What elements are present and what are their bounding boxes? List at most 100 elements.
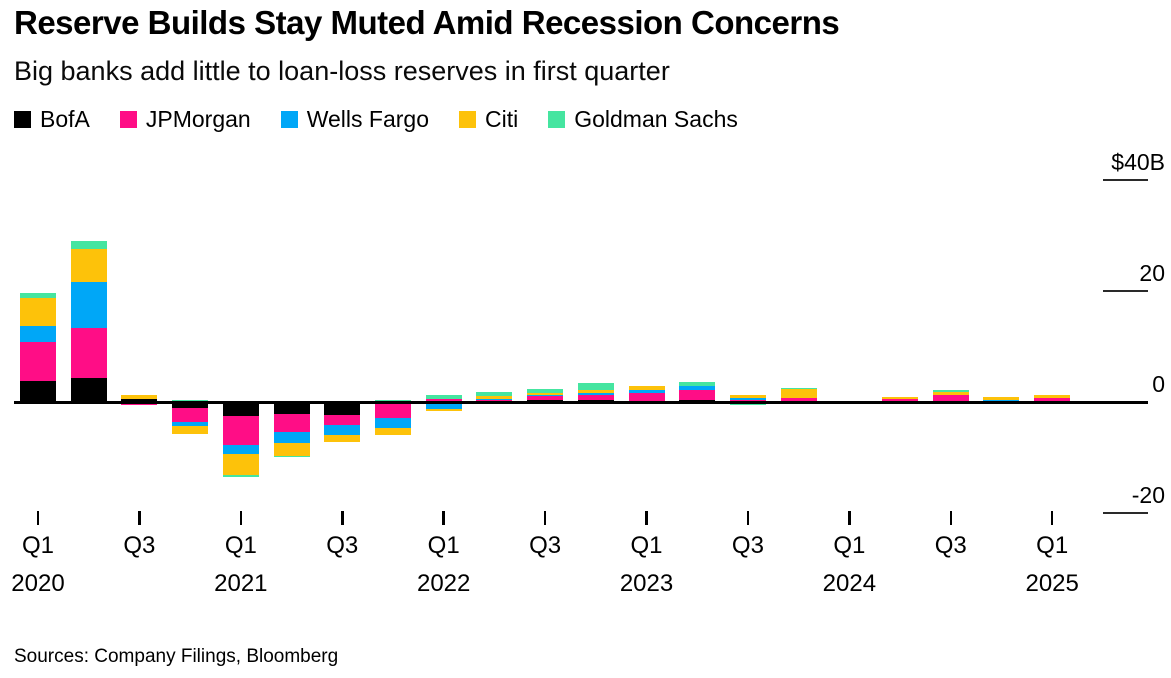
x-axis-tick — [442, 511, 445, 525]
y-gridline — [1103, 179, 1148, 181]
bar-segment-jpmorgan — [628, 393, 665, 402]
x-axis-label: Q3 — [529, 532, 562, 559]
bar-segment-bofa — [324, 402, 361, 416]
x-axis-tick — [36, 511, 40, 525]
legend-item-goldman-sachs: Goldman Sachs — [548, 106, 738, 133]
bar-segment-wells-fargo — [70, 281, 107, 329]
bar-segment-jpmorgan — [679, 390, 716, 401]
bar-segment-jpmorgan — [374, 402, 411, 419]
bar-segment-goldman-sachs — [780, 387, 817, 390]
x-axis-label: Q1 — [427, 532, 460, 559]
y-gridline — [1103, 290, 1148, 292]
bar-segment-wells-fargo — [273, 431, 310, 443]
bar-segment-goldman-sachs — [222, 474, 259, 477]
bar-segment-wells-fargo — [20, 325, 56, 343]
bar-segment-bofa — [273, 402, 310, 415]
y-axis-label: 20 — [1139, 260, 1165, 286]
x-axis-line — [14, 401, 1148, 404]
bar-segment-wells-fargo — [628, 390, 665, 394]
x-axis-tick — [341, 511, 344, 525]
bar-segment-jpmorgan — [121, 402, 158, 406]
x-axis-tick — [138, 511, 141, 525]
bar-segment-bofa — [121, 398, 158, 402]
bar-segment-goldman-sachs — [577, 382, 614, 390]
x-axis-label: Q1 — [1036, 532, 1069, 559]
bar-segment-jpmorgan — [172, 408, 209, 422]
legend-item-jpmorgan: JPMorgan — [119, 106, 251, 133]
legend-label: JPMorgan — [145, 106, 251, 132]
bar-segment-goldman-sachs — [729, 402, 766, 406]
bar-segment-jpmorgan — [324, 415, 361, 426]
bar-segment-wells-fargo — [222, 444, 259, 454]
chart-subtitle: Big banks add little to loan-loss reserv… — [14, 56, 670, 86]
x-axis-label: Q3 — [731, 532, 764, 559]
x-axis-label: Q3 — [326, 532, 359, 559]
bar-segment-wells-fargo — [425, 402, 462, 410]
source-note: Sources: Company Filings, Bloomberg — [14, 646, 339, 667]
bar-segment-bofa — [70, 377, 107, 402]
bar-segment-jpmorgan — [932, 394, 969, 402]
bar-segment-citi — [780, 389, 817, 399]
legend-item-citi: Citi — [458, 106, 518, 133]
page-title: Reserve Builds Stay Muted Amid Recession… — [14, 4, 840, 41]
bar-segment-jpmorgan — [273, 414, 310, 432]
y-gridline — [1103, 512, 1148, 514]
bar-segment-goldman-sachs — [425, 395, 462, 399]
bar-segment-wells-fargo — [527, 394, 564, 397]
bar-segment-citi — [983, 397, 1020, 400]
x-axis-label: Q1 — [21, 532, 54, 559]
x-axis-tick — [746, 511, 750, 525]
y-axis-label: $40B — [1111, 149, 1165, 175]
legend-swatch-icon — [548, 111, 566, 128]
bar-segment-citi — [20, 298, 56, 326]
bar-segment-wells-fargo — [476, 398, 513, 401]
bar-segment-citi — [222, 453, 259, 475]
x-axis-year-label: 2021 — [214, 570, 268, 597]
x-axis-tick — [645, 511, 648, 525]
bar-segment-jpmorgan — [729, 399, 766, 401]
legend-label: BofA — [40, 106, 90, 132]
bar-segment-citi — [729, 394, 766, 398]
bar-segment-jpmorgan — [577, 394, 614, 401]
legend-label: Wells Fargo — [306, 106, 429, 132]
legend-item-bofa: BofA — [14, 106, 90, 133]
bar-segment-wells-fargo — [983, 399, 1020, 401]
legend-swatch-icon — [458, 111, 476, 128]
bar-segment-citi — [932, 391, 969, 395]
bar-segment-citi — [121, 395, 158, 399]
bar-segment-citi — [172, 426, 209, 435]
bar-segment-wells-fargo — [374, 418, 411, 428]
x-axis-year-label: 2020 — [11, 570, 65, 597]
x-axis-year-label: 2024 — [822, 570, 877, 597]
x-axis-tick — [949, 511, 953, 525]
legend: BofA JPMorgan Wells Fargo Citi Goldman Sachs — [14, 106, 738, 133]
bar-segment-jpmorgan — [882, 398, 919, 402]
bar-segment-jpmorgan — [222, 415, 259, 445]
bar-segment-jpmorgan — [780, 398, 817, 402]
x-axis-year-label: 2025 — [1025, 570, 1079, 597]
legend-swatch-icon — [280, 111, 298, 128]
legend-swatch-icon — [14, 111, 31, 128]
bar-segment-citi — [70, 249, 107, 282]
bar-segment-citi — [882, 396, 919, 399]
x-axis-tick — [848, 511, 851, 525]
bar-segment-goldman-sachs — [20, 292, 56, 299]
x-axis-label: Q1 — [224, 532, 257, 559]
bar-segment-goldman-sachs — [476, 392, 513, 397]
bar-segment-goldman-sachs — [273, 455, 310, 458]
x-axis-label: Q1 — [833, 532, 866, 559]
bar-segment-citi — [324, 434, 361, 442]
bar-segment-jpmorgan — [1034, 397, 1071, 402]
bar-segment-citi — [527, 392, 564, 395]
bar-segment-jpmorgan — [20, 342, 56, 381]
bar-segment-wells-fargo — [324, 425, 361, 435]
bar-segment-citi — [425, 409, 462, 411]
x-axis-tick — [1050, 511, 1054, 525]
bar-segment-jpmorgan — [70, 328, 107, 378]
bar-segment-goldman-sachs — [679, 382, 716, 387]
bar-segment-goldman-sachs — [527, 388, 564, 393]
bar-segment-jpmorgan — [527, 396, 564, 401]
bar-segment-citi — [476, 396, 513, 399]
bar-segment-goldman-sachs — [70, 241, 107, 250]
